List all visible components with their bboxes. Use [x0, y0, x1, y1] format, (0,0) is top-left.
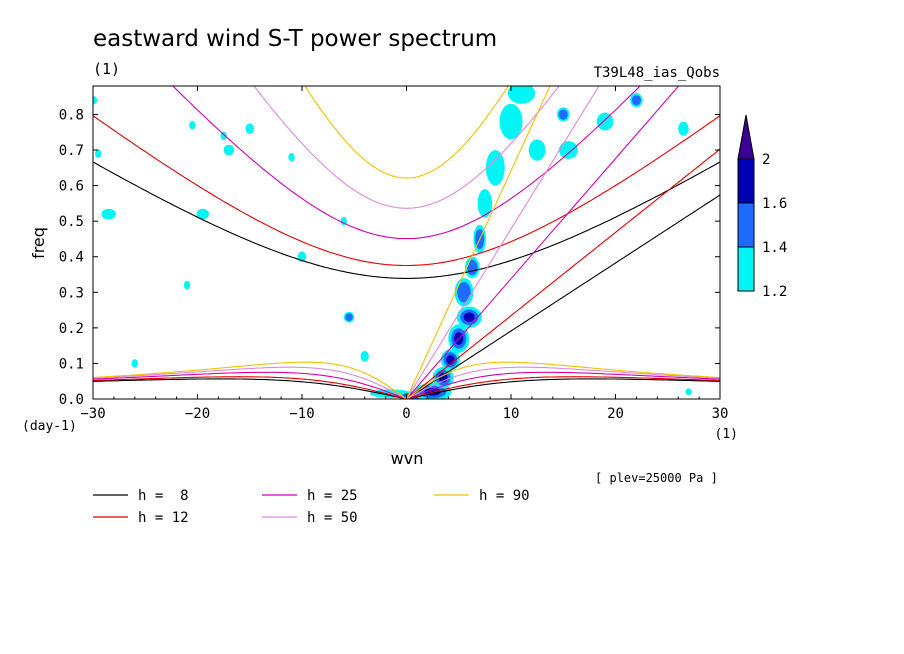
chart-title: eastward wind S-T power spectrum	[93, 26, 497, 52]
rossby-curve-h50	[93, 366, 720, 399]
power-contour	[507, 86, 536, 104]
kelvin-curve-h50	[406, 86, 600, 399]
power-contour	[131, 359, 138, 368]
colorbar-arrow	[737, 114, 755, 160]
power-contour	[477, 189, 493, 218]
inertia-gravity-curve-h50	[253, 86, 560, 209]
inertia-gravity-curve-h25	[172, 86, 641, 240]
colorbar: 1.2 1.4 1.6 2	[737, 114, 787, 300]
power-contour	[559, 141, 578, 159]
rossby-curve-h25	[93, 371, 720, 399]
colorbar-label: 1.4	[762, 240, 787, 256]
y-tick-label: 0.7	[59, 143, 84, 159]
legend-label: h = 8	[138, 488, 189, 504]
power-contour	[93, 95, 98, 105]
legend-label: h = 90	[479, 488, 530, 504]
colorbar-swatch	[737, 158, 755, 204]
power-contour	[457, 282, 471, 303]
legend-label: h = 50	[307, 510, 358, 526]
x-tick-label: −20	[185, 406, 210, 422]
rossby-curve-h8	[93, 378, 720, 399]
power-contour	[245, 123, 254, 135]
colorbar-label: 1.6	[762, 196, 787, 212]
inertia-gravity-curve-h90	[304, 86, 509, 179]
power-contour	[528, 139, 546, 161]
rossby-curve-h12	[93, 376, 720, 399]
y-unit-label: (day-1)	[22, 419, 77, 434]
power-contour	[345, 313, 353, 322]
power-contour	[223, 144, 235, 156]
inertia-gravity-curve-h12	[93, 115, 720, 267]
power-contour	[196, 208, 209, 220]
power-contour	[596, 112, 614, 131]
y-tick-label: 0.5	[59, 214, 84, 230]
x-tick-label: 10	[503, 406, 520, 422]
legend-label: h = 25	[307, 488, 358, 504]
colorbar-label: 1.2	[762, 284, 787, 300]
plot-frame	[92, 85, 721, 400]
dispersion-curves	[93, 86, 720, 399]
y-axis-label: freq	[29, 227, 48, 259]
kelvin-curve-h8	[406, 194, 720, 399]
x-tick-label: −30	[80, 406, 105, 422]
colorbar-swatch	[737, 246, 755, 292]
power-contour	[360, 350, 369, 362]
x-unit-label: (1)	[715, 427, 738, 442]
x-axis-ticks: −30 −20 −10 0 10 20 30	[80, 86, 728, 422]
inertia-gravity-curve-h8	[93, 161, 720, 279]
y-tick-label: 0.2	[59, 321, 84, 337]
y-tick-label: 0.6	[59, 179, 84, 195]
kelvin-curve-h25	[406, 86, 680, 399]
kelvin-curve-h12	[406, 148, 720, 399]
power-contour	[558, 109, 568, 120]
x-tick-label: −10	[289, 406, 314, 422]
y-tick-label: 0.3	[59, 285, 84, 301]
x-axis-label: wvn	[391, 449, 424, 468]
colorbar-swatch	[737, 202, 755, 248]
power-contour	[463, 312, 475, 322]
colorbar-label: 2	[762, 152, 770, 168]
legend: h = 8 h = 12 h = 25 h = 50 h = 90	[93, 488, 530, 526]
power-contour	[631, 95, 641, 106]
power-contour	[101, 208, 116, 220]
x-tick-label: 20	[607, 406, 624, 422]
power-contour	[95, 149, 102, 158]
y-tick-label: 0.0	[59, 392, 84, 408]
x-tick-label: 30	[712, 406, 729, 422]
power-contour	[685, 388, 692, 396]
y-axis-ticks: 0.0 0.1 0.2 0.3 0.4 0.5 0.6 0.7 0.8	[59, 107, 720, 408]
y-tick-label: 0.1	[59, 356, 84, 372]
chart-subtitle-right: T39L48_ias_Qobs	[594, 65, 720, 81]
x-tick-label: 0	[402, 406, 410, 422]
power-contour	[288, 152, 295, 162]
power-contour	[189, 120, 196, 130]
plev-note: [ plev=25000 Pa ]	[595, 471, 718, 485]
power-contour	[485, 150, 505, 186]
power-contour	[446, 355, 455, 365]
kelvin-curve-h90	[405, 86, 551, 399]
power-contour	[183, 280, 191, 290]
y-tick-label: 0.8	[59, 107, 84, 123]
power-contours	[93, 86, 692, 399]
legend-label: h = 12	[138, 510, 189, 526]
chart-subtitle-left: (1)	[93, 60, 120, 78]
y-tick-label: 0.4	[59, 250, 84, 266]
power-contour	[678, 121, 689, 136]
power-contour	[499, 103, 523, 140]
rossby-curve-h90	[93, 361, 720, 399]
